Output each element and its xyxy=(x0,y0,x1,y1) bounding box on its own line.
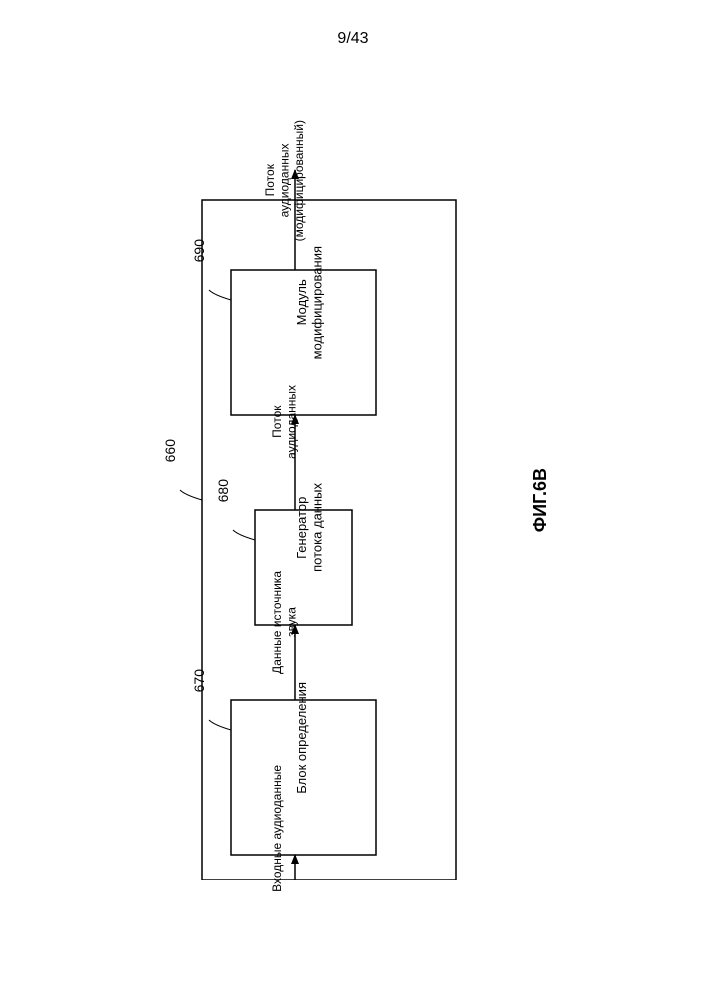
determination-label: Блок определения xyxy=(294,682,310,794)
generator-label: Генератор потока данных xyxy=(294,483,325,572)
ref-690: 690 xyxy=(191,239,207,262)
arrow-label-a1: Данные источника звука xyxy=(270,571,299,674)
arrow-label-out: Поток аудиоданных (модифицированный) xyxy=(263,120,306,241)
arrow-label-a2: Поток аудиоданных xyxy=(270,385,299,459)
page-number-text: 9/43 xyxy=(337,30,368,47)
ref-680: 680 xyxy=(215,479,231,502)
figure-6b: Блок определения Генератор потока данных М… xyxy=(140,160,566,840)
figure-caption: ФИГ.6B xyxy=(530,468,551,532)
page-number: 9/43 xyxy=(0,30,706,48)
modifier-label: Модуль модифицирования xyxy=(294,246,325,359)
ref-670: 670 xyxy=(191,669,207,692)
ref-660: 660 xyxy=(162,439,178,462)
arrow-label-in: Входные аудиоданные xyxy=(270,765,284,892)
diagram-svg xyxy=(140,160,566,880)
